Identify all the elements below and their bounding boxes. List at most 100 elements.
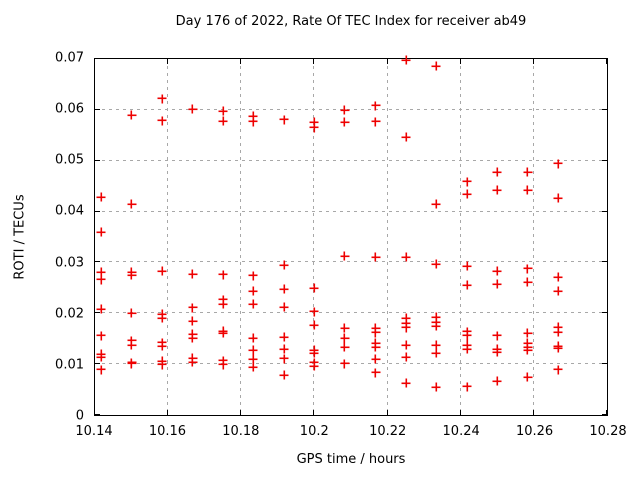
y-gridline [95,261,607,263]
data-point-marker [188,303,198,313]
data-point-marker [553,159,563,169]
data-point-marker [248,117,258,127]
data-point-marker [492,185,502,195]
data-point-marker [371,354,380,364]
y-gridline [95,363,607,365]
data-point-marker [309,117,319,127]
data-point-marker [431,321,441,331]
y-gridline [95,108,607,110]
data-point-marker [279,344,289,354]
data-point-marker [371,117,380,127]
x-gridline [313,59,315,415]
data-point-marker [309,307,319,317]
y-tick-mark [95,108,100,110]
data-point-marker [523,185,533,195]
data-point-marker [401,378,411,388]
data-point-marker [492,167,502,177]
y-gridline [95,210,607,212]
data-point-marker [279,354,289,364]
data-point-marker [218,116,228,126]
data-point-marker [523,277,533,287]
data-point-marker [553,286,563,296]
data-point-marker [248,299,258,309]
data-point-marker [553,272,563,282]
y-tick-mark [95,363,100,365]
data-point-marker [218,328,228,338]
y-tick-labels: 0 0.01 0.02 0.03 0.04 0.05 0.06 0.07 [0,51,84,424]
y-tick-label: 0.04 [55,203,84,219]
data-point-marker [309,320,319,330]
x-tick-label: 10.28 [589,424,627,439]
data-point-marker [553,327,563,337]
data-point-marker [523,264,533,274]
x-tick-mark [313,410,315,415]
data-point-marker [462,189,472,199]
y-tick-label: 0 [75,408,84,424]
x-gridline [532,59,534,415]
y-tick-label: 0.06 [55,101,84,117]
plot-area [94,55,608,416]
data-point-marker [523,167,533,177]
data-point-marker [188,333,198,343]
data-point-marker [157,360,167,370]
data-point-marker [462,382,472,392]
data-point-marker [309,348,319,358]
x-tick-mark [313,59,315,64]
data-point-marker [340,251,350,261]
data-point-marker [96,267,106,277]
y-gridline [95,159,607,161]
data-point-marker [157,94,167,104]
data-point-marker [248,362,258,372]
data-point-marker [248,345,258,355]
x-tick-mark [606,59,607,64]
y-tick-mark [602,414,607,415]
data-point-marker [371,342,380,352]
data-point-marker [188,104,198,114]
x-gridline [240,59,242,415]
data-point-marker [431,348,441,358]
data-point-marker [401,55,411,65]
x-tick-label: 10.18 [222,424,260,439]
data-point-marker [96,352,106,362]
data-point-marker [96,192,106,202]
data-point-marker [401,323,411,333]
y-tick-mark [602,312,607,314]
data-point-marker [279,370,289,380]
data-point-marker [96,365,106,375]
data-point-marker [431,340,441,350]
y-tick-label: 0.02 [55,306,84,322]
data-point-marker [431,61,441,71]
y-tick-mark [95,261,100,263]
data-point-marker [401,313,411,323]
data-point-marker [127,359,137,369]
y-tick-mark [602,261,607,263]
data-point-marker [279,284,289,294]
x-tick-labels: 10.14 10.16 10.18 10.2 10.22 10.24 10.26 10.28 [75,424,626,441]
data-point-marker [371,252,380,262]
x-tick-mark [94,59,95,64]
data-point-marker [188,357,198,367]
data-point-marker [553,322,563,332]
y-gridline [95,312,607,314]
data-point-marker [218,360,228,370]
data-point-marker [431,259,441,269]
chart-title: Day 176 of 2022, Rate Of TEC Index for r… [175,14,527,29]
y-tick-label: 0.01 [55,357,84,373]
x-tick-mark [240,410,242,415]
x-axis-title: GPS time / hours [296,452,406,467]
data-point-marker [431,199,441,209]
data-point-marker [492,376,502,386]
y-tick-label: 0.05 [55,152,84,168]
x-tick-mark [167,410,169,415]
data-point-marker [523,328,533,338]
x-tick-mark [459,410,461,415]
data-point-marker [279,115,289,125]
y-tick-mark [602,58,607,59]
data-point-marker [127,270,137,280]
data-point-marker [248,286,258,296]
data-point-marker [553,365,563,375]
data-point-marker [96,304,106,314]
data-point-marker [96,331,106,341]
x-tick-label: 10.14 [75,424,113,439]
x-tick-mark [532,410,534,415]
